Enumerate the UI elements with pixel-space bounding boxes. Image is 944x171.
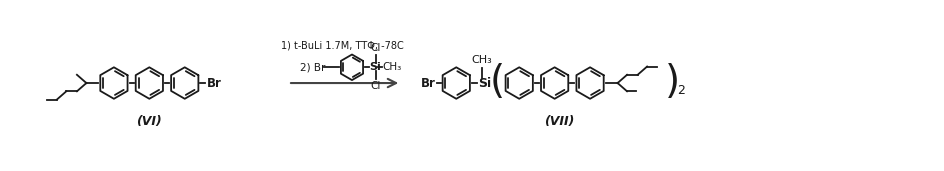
Text: Cl: Cl — [370, 43, 380, 52]
Text: 2: 2 — [676, 84, 683, 97]
Text: Si: Si — [478, 77, 491, 90]
Text: 2) Br: 2) Br — [299, 62, 325, 72]
Text: Br: Br — [206, 77, 221, 90]
Text: CH₃: CH₃ — [382, 62, 401, 72]
Text: Cl: Cl — [370, 81, 380, 91]
Text: (VI): (VI) — [136, 115, 162, 128]
Text: ): ) — [665, 63, 680, 101]
Text: 1) t-BuLi 1.7M, ТТΦ, -78C: 1) t-BuLi 1.7M, ТТΦ, -78C — [280, 41, 403, 51]
Text: (: ( — [489, 63, 504, 101]
Text: (VII): (VII) — [544, 115, 574, 128]
Text: CH₃: CH₃ — [471, 55, 492, 65]
Text: Br: Br — [420, 77, 435, 90]
Text: Si: Si — [369, 62, 381, 72]
